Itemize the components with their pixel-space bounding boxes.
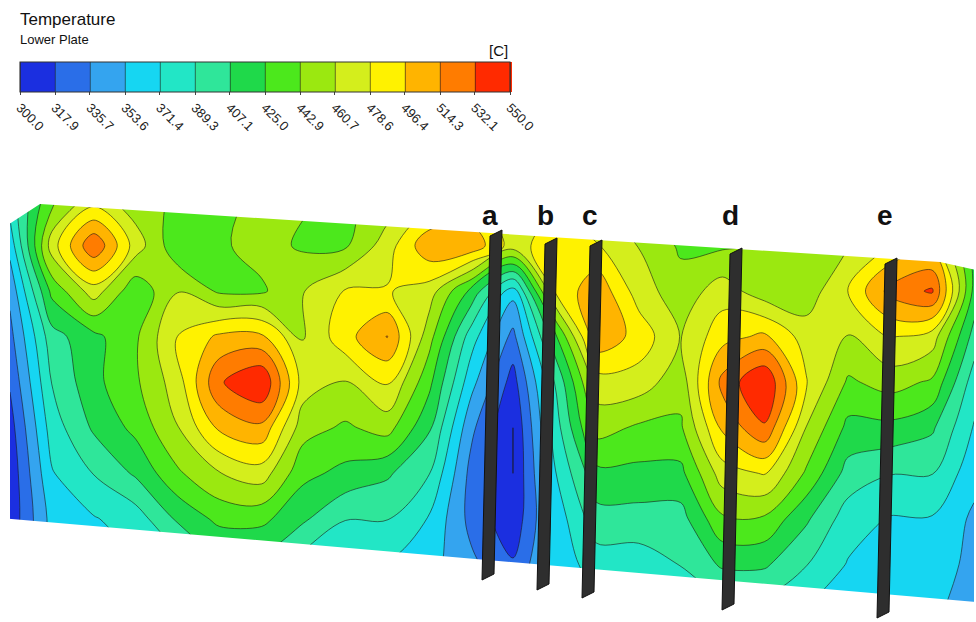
svg-text:[C]: [C] (489, 42, 508, 59)
svg-text:460.7: 460.7 (328, 100, 362, 134)
svg-text:e: e (877, 200, 893, 231)
svg-text:c: c (582, 200, 598, 231)
svg-text:353.6: 353.6 (118, 100, 152, 134)
svg-text:Lower Plate: Lower Plate (20, 32, 89, 47)
svg-text:371.4: 371.4 (153, 100, 187, 134)
svg-text:335.7: 335.7 (83, 100, 117, 134)
svg-text:496.4: 496.4 (398, 100, 432, 134)
svg-text:442.9: 442.9 (293, 100, 327, 134)
svg-text:Temperature: Temperature (20, 10, 115, 29)
svg-text:389.3: 389.3 (188, 100, 222, 134)
svg-text:b: b (537, 200, 554, 231)
svg-text:550.0: 550.0 (503, 100, 537, 134)
svg-text:425.0: 425.0 (258, 100, 292, 134)
svg-text:317.9: 317.9 (48, 100, 82, 134)
svg-text:a: a (482, 200, 498, 231)
svg-text:300.0: 300.0 (13, 100, 47, 134)
svg-text:d: d (722, 200, 739, 231)
svg-text:478.6: 478.6 (363, 100, 397, 134)
svg-text:514.3: 514.3 (433, 100, 467, 134)
svg-text:407.1: 407.1 (223, 100, 257, 134)
svg-text:532.1: 532.1 (468, 100, 502, 134)
